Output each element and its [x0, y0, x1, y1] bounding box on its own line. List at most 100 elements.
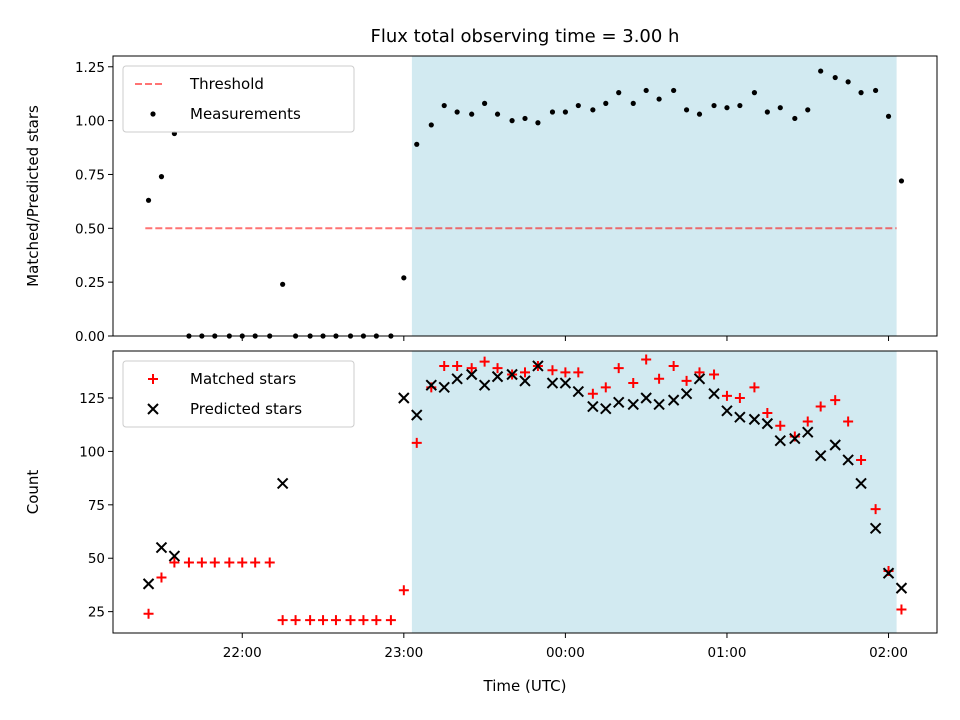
- series-0-point-40: [681, 375, 692, 386]
- series-1-point-27: [708, 388, 720, 400]
- series-0-point-34: [603, 100, 609, 106]
- series-0-point-53: [856, 454, 867, 465]
- series-0-point-33: [590, 107, 596, 113]
- series-0-point-36: [630, 100, 636, 106]
- series-0-point-0: [145, 197, 152, 203]
- series-1-point-19: [600, 402, 612, 415]
- series-1-point-31: [761, 417, 774, 430]
- series-0-point-10: [280, 281, 286, 287]
- x-tick-label: 00:00: [546, 645, 585, 661]
- series-0-point-11: [290, 615, 301, 626]
- y-tick-label: 125: [79, 391, 105, 407]
- series-0-point-30: [549, 109, 556, 115]
- series-0-point-29: [535, 120, 541, 126]
- series-1-point-35: [814, 449, 827, 462]
- series-0-point-32: [575, 102, 581, 109]
- series-0-point-39: [668, 360, 679, 371]
- series-1-point-29: [734, 411, 746, 423]
- series-0-point-17: [371, 615, 382, 626]
- series-0-point-12: [305, 615, 316, 626]
- series-0-point-46: [762, 407, 773, 418]
- y-tick-label: 25: [88, 605, 105, 621]
- series-0-point-45: [751, 90, 758, 96]
- series-1-point-2: [168, 550, 181, 562]
- series-0-point-38: [656, 96, 662, 102]
- y-tick-label: 0.75: [75, 167, 105, 183]
- series-0-point-23: [452, 360, 463, 371]
- series-0-point-1: [156, 572, 167, 583]
- series-0-point-10: [277, 615, 288, 626]
- bottom-panel: 25 50 75 100 125 22:00 23:00 00:00 01:00 02:00 Cou…: [24, 350, 938, 695]
- series-0-point-53: [858, 90, 864, 96]
- series-1-point-41: [895, 582, 908, 594]
- legend: Threshold Measurements: [122, 65, 355, 133]
- series-1-point-1: [155, 541, 168, 554]
- series-0-point-41: [694, 367, 705, 378]
- series-1-point-10: [478, 379, 491, 391]
- x-axis-label: Time (UTC): [483, 677, 567, 695]
- series-0-point-0: [143, 608, 154, 619]
- series-1-point-21: [627, 398, 639, 411]
- series-0-point-23: [454, 109, 460, 115]
- series-0-point-41: [696, 111, 703, 117]
- series-0-point-31: [560, 367, 571, 378]
- series-0-point-42: [711, 102, 717, 109]
- y-tick-label: 1.00: [75, 114, 105, 130]
- series-0-point-50: [818, 68, 824, 74]
- series-1-point-20: [613, 396, 625, 408]
- series-0-point-54: [870, 504, 881, 515]
- series-0-point-1: [158, 174, 165, 180]
- y-axis-label: Count: [24, 470, 42, 515]
- series-1-point-3: [276, 477, 289, 490]
- series-0-point-3: [183, 557, 194, 568]
- series-0-point-19: [401, 275, 407, 281]
- series-1-point-23: [653, 398, 665, 411]
- series-0-point-26: [492, 363, 503, 374]
- series-1-point-24: [667, 394, 680, 406]
- series-0-point-22: [439, 360, 450, 371]
- series-0-point-5: [209, 557, 220, 568]
- series-0-point-16: [358, 615, 369, 626]
- legend-handle-point-0: [148, 374, 158, 384]
- series-0-point-15: [345, 615, 356, 626]
- legend: Matched stars Predicted stars: [122, 360, 355, 428]
- series-0-point-47: [775, 420, 786, 431]
- series-0-point-25: [479, 356, 490, 367]
- series-0-point-19: [398, 585, 409, 596]
- series-0-point-56: [898, 178, 905, 184]
- series-1-point-18: [587, 400, 599, 413]
- top-panel: 0.00 0.25 0.50 0.75 1.00 1.25 Matched/Predicte…: [24, 55, 938, 345]
- highlight-span: [411, 351, 897, 633]
- series-1-point-12: [506, 368, 518, 381]
- series-1-point-11: [491, 370, 504, 383]
- series-0-point-49: [802, 416, 813, 427]
- series-x: [142, 360, 908, 594]
- series-1-point-40: [882, 567, 895, 579]
- series-0-point-32: [573, 367, 584, 378]
- series-0-point-13: [318, 615, 329, 626]
- series-0-point-24: [469, 111, 475, 117]
- series-0-point-52: [845, 79, 851, 85]
- y-tick-label: 100: [79, 444, 105, 460]
- series-1-point-15: [546, 377, 559, 389]
- series-0-point-43: [721, 390, 732, 401]
- axes-frame: [112, 55, 938, 337]
- series-0-point-7: [237, 557, 248, 568]
- series-1-point-9: [465, 368, 478, 381]
- series-0-point-45: [749, 382, 760, 393]
- highlight-span: [411, 56, 897, 336]
- series-1-point-30: [748, 413, 761, 426]
- series-1-point-38: [855, 477, 867, 490]
- series-0-point-28: [522, 115, 528, 122]
- series-0-point-14: [330, 615, 341, 626]
- series-1-point-33: [789, 432, 801, 445]
- series-1-point-25: [680, 388, 693, 400]
- series-0-point-28: [520, 367, 530, 378]
- series-0-point-55: [885, 113, 892, 119]
- series-0-point-38: [654, 373, 665, 384]
- series-1-point-28: [721, 405, 733, 417]
- series-0-point-30: [547, 365, 558, 376]
- series-0-point-27: [509, 118, 515, 124]
- series-1-point-6: [425, 379, 437, 391]
